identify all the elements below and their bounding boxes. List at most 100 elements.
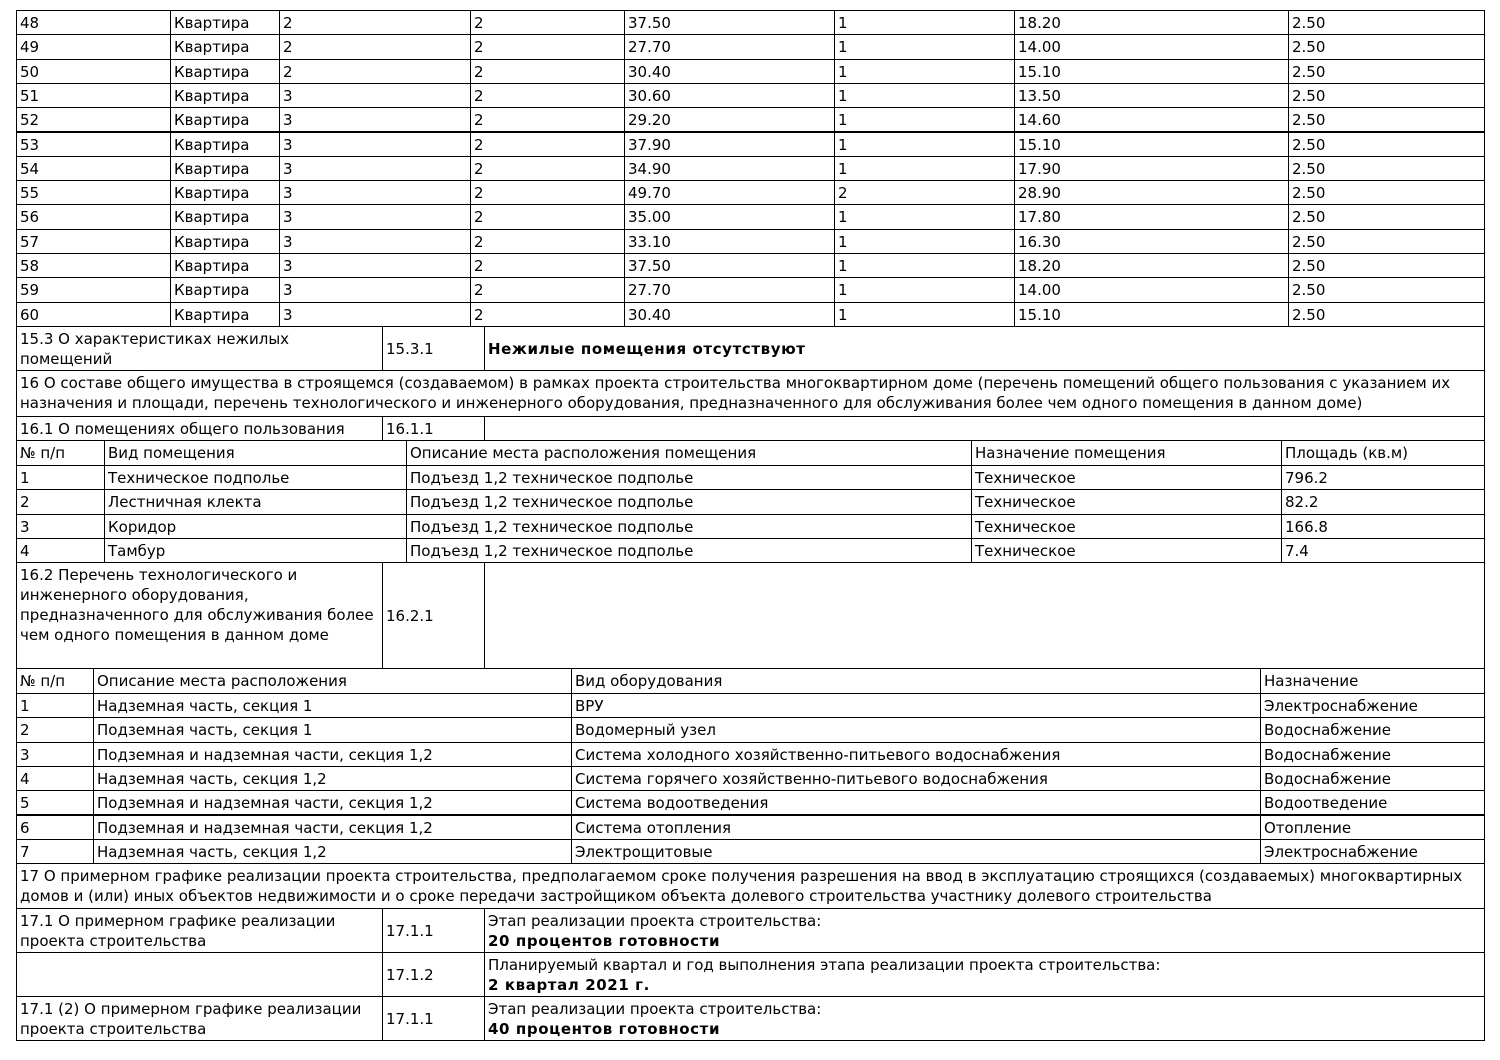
- premises-cell: Техническое: [971, 513, 1282, 539]
- apartment-cell: 54: [16, 155, 171, 182]
- cell-text: 28.90: [1018, 184, 1061, 203]
- apartment-cell: Квартира: [170, 82, 280, 109]
- cell-text: 2.50: [1292, 208, 1326, 227]
- equipment-cell: Система отопления: [571, 814, 1261, 840]
- apartment-cell: 60: [16, 301, 171, 327]
- cell-text: Квартира: [174, 184, 250, 203]
- cell-text: Водоснабжение: [1264, 721, 1392, 740]
- cell-text: Квартира: [174, 14, 250, 32]
- cell-text: Подземная часть, секция 1: [97, 721, 313, 740]
- cell-text: 53: [20, 135, 40, 154]
- apartment-cell: 2.50: [1288, 277, 1485, 303]
- cell-text: 1: [838, 257, 848, 275]
- apartment-cell: 2.50: [1288, 58, 1485, 84]
- cell-text: 2: [283, 38, 293, 57]
- premises-cell: Подъезд 1,2 техническое подполье: [406, 513, 972, 539]
- cell-text: Водоснабжение: [1264, 769, 1392, 788]
- cell-text: 2: [474, 305, 484, 324]
- cell-text: 30.60: [628, 86, 671, 105]
- cell-text: 2: [838, 184, 848, 203]
- section-label: 17.1 (2) О примерном графике реализации …: [16, 996, 383, 1041]
- cell-text: 2: [474, 62, 484, 81]
- apartment-cell: 55: [16, 180, 171, 206]
- cell-text: Подъезд 1,2 техническое подполье: [410, 517, 694, 536]
- cell-text: 15.10: [1018, 62, 1061, 81]
- cell-text: Электроснабжение: [1264, 842, 1418, 861]
- cell-text: 15.3.1: [386, 339, 434, 358]
- apartment-cell: 50: [16, 58, 171, 84]
- premises-header: Назначение помещения: [971, 440, 1282, 466]
- section-code: 17.1.1: [382, 908, 485, 953]
- cell-text: 1: [838, 159, 848, 178]
- apartment-cell: 1: [834, 58, 1015, 84]
- cell-text: Отопление: [1264, 818, 1352, 837]
- apartment-cell: 3: [279, 107, 471, 133]
- cell-text: Система водоотведения: [575, 794, 769, 813]
- cell-text: 2: [474, 135, 484, 154]
- cell-text: 3: [283, 159, 293, 178]
- cell-text: 796.2: [1285, 469, 1328, 487]
- cell-text: 60: [20, 305, 40, 324]
- cell-text: 54: [20, 159, 40, 178]
- cell-text: Подземная и надземная части, секция 1,2: [97, 745, 433, 764]
- apartment-cell: 1: [834, 204, 1015, 230]
- apartment-cell: 1: [834, 107, 1015, 133]
- cell-text: Техническое подполье: [108, 469, 290, 487]
- apartment-cell: 18.20: [1014, 253, 1289, 279]
- premises-cell: Подъезд 1,2 техническое подполье: [406, 465, 972, 491]
- cell-text: 34.90: [628, 159, 671, 178]
- cell-text: Квартира: [174, 62, 250, 81]
- apartment-cell: 2.50: [1288, 228, 1485, 254]
- apartment-cell: 2: [470, 58, 625, 84]
- cell-text: 17.1.1: [386, 921, 434, 940]
- apartment-cell: 37.50: [624, 10, 835, 36]
- cell-text: Квартира: [174, 232, 250, 251]
- equipment-cell: 3: [16, 741, 94, 767]
- equipment-cell: ВРУ: [571, 693, 1261, 719]
- apartment-cell: 2: [470, 180, 625, 206]
- apartment-cell: 2: [470, 10, 625, 36]
- equipment-cell: 2: [16, 717, 94, 743]
- apartment-cell: 2.50: [1288, 82, 1485, 109]
- apartment-cell: 3: [279, 277, 471, 303]
- apartment-cell: 29.20: [624, 107, 835, 133]
- apartment-cell: 2.50: [1288, 131, 1485, 157]
- cell-text: 33.10: [628, 232, 671, 251]
- equipment-cell: Подземная и надземная части, секция 1,2: [93, 790, 572, 816]
- cell-text: Надземная часть, секция 1: [97, 697, 313, 715]
- cell-text: 2.50: [1292, 257, 1326, 275]
- cell-text: Техническое: [975, 469, 1076, 487]
- cell-text: 14.60: [1018, 111, 1061, 130]
- cell-text: 7.4: [1285, 541, 1309, 560]
- cell-text: 2.50: [1292, 232, 1326, 251]
- cell-text: 37.50: [628, 14, 671, 32]
- equipment-cell: 4: [16, 765, 94, 792]
- cell-text: 37.90: [628, 135, 671, 154]
- cell-text: 52: [20, 111, 40, 130]
- equipment-cell: Система холодного хозяйственно-питьевого…: [571, 741, 1261, 767]
- section-code: 15.3.1: [382, 326, 485, 371]
- premises-cell: Подъезд 1,2 техническое подполье: [406, 489, 972, 515]
- section-label: 17.1 О примерном графике реализации прое…: [16, 908, 383, 953]
- premises-cell: Лестничная клекта: [104, 489, 407, 515]
- cell-text: 2: [20, 493, 30, 512]
- premises-cell: Техническое подполье: [104, 465, 407, 491]
- section-title: 16 О составе общего имущества в строящем…: [16, 370, 1485, 417]
- equipment-cell: 1: [16, 693, 94, 719]
- premises-cell: 2: [16, 489, 105, 515]
- apartment-cell: 30.40: [624, 58, 835, 84]
- apartment-cell: 57: [16, 228, 171, 254]
- premises-header: Описание места расположения помещения: [406, 440, 972, 466]
- apartment-cell: 1: [834, 301, 1015, 327]
- premises-cell: 1: [16, 465, 105, 491]
- cell-text: Площадь (кв.м): [1285, 444, 1409, 462]
- apartment-cell: 15.10: [1014, 131, 1289, 157]
- cell-text: Подъезд 1,2 техническое подполье: [410, 541, 694, 560]
- premises-cell: 3: [16, 513, 105, 539]
- apartment-cell: 2: [279, 34, 471, 60]
- cell-text: 50: [20, 62, 40, 81]
- equipment-cell: Водоснабжение: [1260, 717, 1485, 743]
- cell-text: 3: [283, 281, 293, 300]
- cell-text: Квартира: [174, 86, 250, 105]
- section-label: 16.2 Перечень технологического и инженер…: [16, 562, 383, 669]
